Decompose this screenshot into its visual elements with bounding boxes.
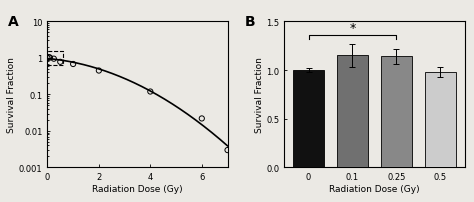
Y-axis label: Survival Fraction: Survival Fraction: [7, 57, 16, 133]
X-axis label: Radiation Dose (Gy): Radiation Dose (Gy): [92, 184, 183, 193]
Point: [50, 58, 58, 61]
Text: *: *: [349, 22, 356, 35]
Bar: [381, 57, 412, 168]
Point: [69, 63, 77, 66]
Point: [56, 61, 64, 64]
Point: [224, 149, 231, 152]
Bar: [293, 71, 324, 168]
Bar: [425, 73, 456, 168]
Point: [95, 69, 103, 73]
Point: [46, 57, 54, 60]
Point: [45, 56, 53, 59]
Point: [198, 117, 206, 120]
Bar: [337, 56, 368, 168]
Y-axis label: Survival Fraction: Survival Fraction: [255, 57, 264, 133]
Text: B: B: [245, 15, 255, 29]
Bar: [47, 52, 64, 66]
Point: [146, 90, 154, 94]
Text: A: A: [8, 15, 18, 29]
Point: [44, 57, 51, 60]
X-axis label: Radiation Dose (Gy): Radiation Dose (Gy): [329, 184, 420, 193]
